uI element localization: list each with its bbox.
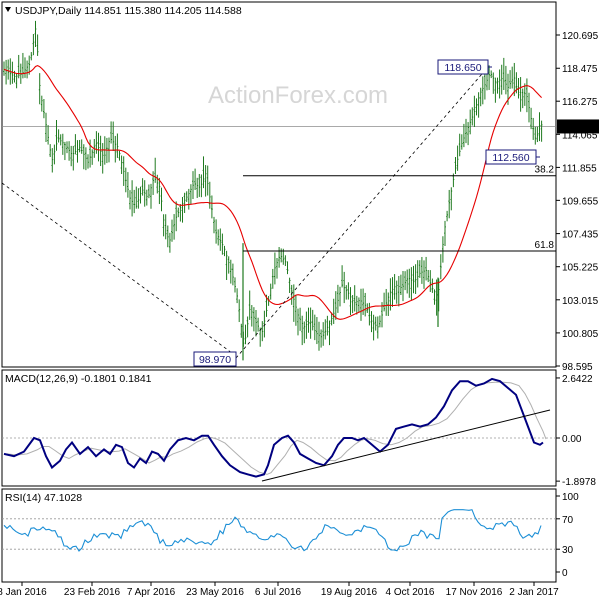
price-tick-label: 111.855 — [562, 163, 597, 174]
rsi-tick-label: 100 — [562, 492, 579, 503]
rsi-tick-label: 30 — [562, 545, 574, 556]
x-tick-label: 2 Jan 2017 — [509, 587, 559, 598]
price-tick-label: 109.655 — [562, 196, 599, 207]
rsi-title: RSI(14) 47.1028 — [5, 492, 82, 504]
watermark-text: ActionForex.com — [208, 82, 388, 109]
macd-tick-label: 2.6422 — [562, 374, 593, 385]
rsi-tick-label: 70 — [562, 515, 574, 526]
x-tick-label: 19 Aug 2016 — [321, 587, 378, 598]
price-tick-label: 98.595 — [562, 362, 593, 373]
x-tick-label: 23 Feb 2016 — [64, 587, 121, 598]
price-tick-label: 120.695 — [562, 31, 599, 42]
macd-tick-label: 0.00 — [562, 434, 582, 445]
price-tick-label: 107.435 — [562, 230, 599, 241]
callout-label: 118.650 — [444, 62, 481, 74]
rsi-tick-label: 0 — [562, 568, 568, 579]
macd-title: MACD(12,26,9) -0.1801 0.1841 — [5, 373, 152, 385]
trend-line-down — [1, 182, 237, 357]
dropdown-arrow-icon — [5, 7, 11, 12]
sma-line — [3, 64, 542, 320]
rsi-line — [3, 509, 542, 552]
x-tick-label: 6 Jul 2016 — [255, 587, 302, 598]
x-tick-label: 23 May 2016 — [186, 587, 244, 598]
macd-tick-label: -1.8978 — [562, 477, 596, 488]
callout-label: 98.970 — [199, 354, 231, 366]
price-title: USDJPY,Daily 114.851 115.380 114.205 114… — [15, 5, 242, 17]
panel-frame-1 — [1, 1, 557, 368]
callout-label: 112.560 — [492, 152, 529, 164]
x-tick-label: 8 Jan 2016 — [0, 587, 47, 598]
price-tick-label: 103.015 — [562, 296, 599, 307]
x-tick-label: 17 Nov 2016 — [446, 587, 503, 598]
trend-line-up — [235, 66, 489, 359]
fib-level-label: 38.2 — [535, 165, 555, 176]
panel-frame-3 — [1, 488, 557, 583]
price-tick-label: 105.225 — [562, 263, 599, 274]
panel-frame-2 — [1, 369, 557, 487]
callout-box — [193, 351, 237, 367]
x-tick-label: 4 Oct 2016 — [386, 587, 435, 598]
macd-line — [3, 377, 544, 478]
price-tick-label: 114.065 — [562, 130, 598, 141]
fib-level-label: 61.8 — [535, 240, 555, 251]
last-price-label: 114.588 — [559, 122, 595, 133]
x-tick-label: 7 Apr 2016 — [127, 587, 176, 598]
price-tick-label: 118.475 — [562, 64, 598, 75]
price-tick-label: 116.275 — [562, 97, 598, 108]
last-price-box — [557, 119, 599, 134]
macd-trend-line — [261, 409, 551, 482]
price-tick-label: 100.805 — [562, 329, 599, 340]
